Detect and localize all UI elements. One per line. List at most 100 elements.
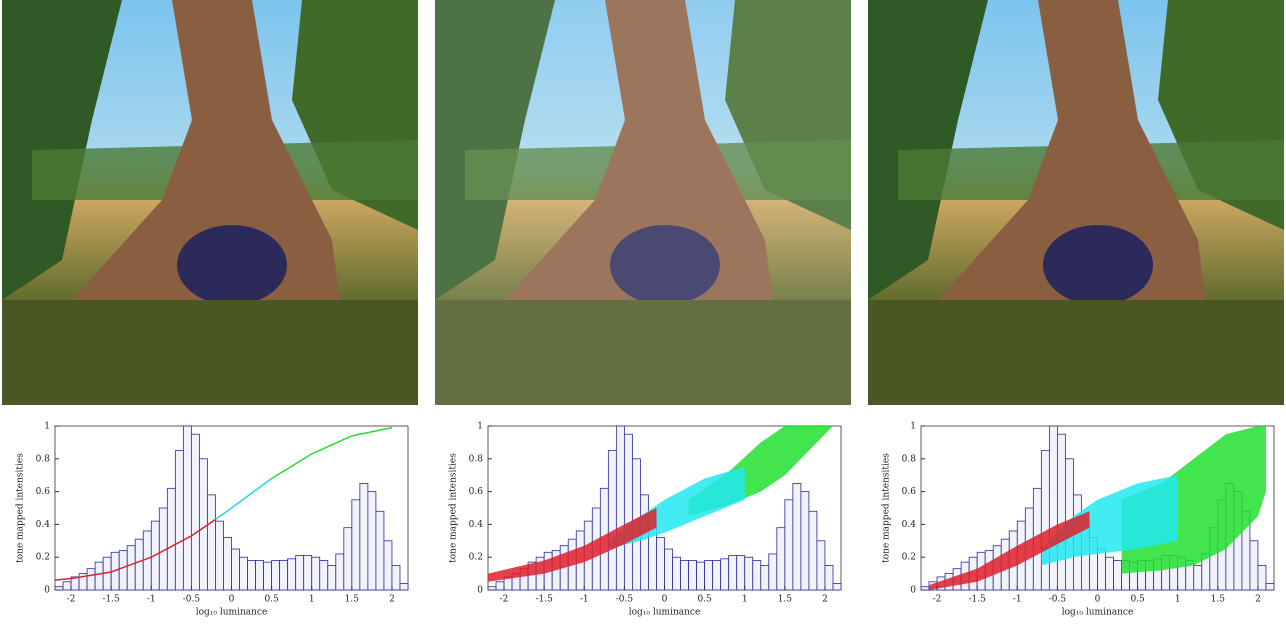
tone-curve [215, 478, 271, 519]
histogram-bar [809, 511, 817, 590]
histogram-bar [304, 556, 312, 590]
x-tick-label: 1 [742, 595, 748, 605]
x-tick-label: 1.5 [345, 595, 360, 605]
histogram-bar [248, 560, 256, 590]
photo-local [868, 0, 1284, 405]
histogram-bar [240, 557, 248, 590]
histogram-bar [697, 562, 705, 590]
y-axis-label: tone mapped intensities [16, 453, 26, 563]
histogram-bar [777, 528, 785, 590]
x-tick-label: 0 [229, 595, 235, 605]
y-tick-label: 0 [477, 586, 483, 596]
histogram-bar [793, 483, 801, 590]
histogram-bar [624, 434, 632, 590]
histogram-bar [119, 551, 127, 590]
histogram-bar [127, 546, 135, 590]
x-tick-label: 2 [389, 595, 395, 605]
y-tick-label: 0.6 [36, 487, 51, 497]
y-tick-label: 0.2 [902, 553, 916, 563]
histogram-bar [705, 560, 713, 590]
histogram-bar [616, 426, 624, 590]
chart: -2-1.5-1-0.500.511.5200.20.40.60.81log₁₀… [882, 422, 1275, 618]
chart: -2-1.5-1-0.500.511.5200.20.40.60.81log₁₀… [16, 422, 409, 618]
y-tick-label: 0.2 [36, 553, 50, 563]
histogram-bar [376, 511, 384, 590]
histogram-bar [673, 557, 681, 590]
x-axis-label: log₁₀ luminance [196, 608, 268, 618]
histogram-bar [360, 483, 368, 590]
y-tick-label: 0.8 [902, 454, 917, 464]
y-tick-label: 0.6 [469, 487, 484, 497]
y-tick-label: 1 [910, 422, 916, 432]
histogram-bar [665, 549, 673, 590]
x-axis-label: log₁₀ luminance [1062, 608, 1134, 618]
histogram-bar [496, 582, 504, 590]
histogram-bar [729, 556, 737, 590]
histogram-bar [288, 559, 296, 590]
tone-curve [272, 428, 392, 479]
histogram-bar [1258, 565, 1266, 590]
x-tick-label: 0.5 [1130, 595, 1145, 605]
histogram-bar [769, 554, 777, 590]
histogram-bar [191, 434, 199, 590]
histogram-bar [1194, 565, 1202, 590]
x-tick-label: 0 [662, 595, 668, 605]
x-tick-label: 1 [309, 595, 315, 605]
histogram-bar [761, 565, 769, 590]
histogram-bar [199, 459, 207, 590]
y-tick-label: 0.2 [469, 553, 483, 563]
histogram-bar [608, 451, 616, 590]
histogram-bar [256, 560, 264, 590]
x-tick-label: -2 [933, 595, 942, 605]
histogram-bar [1057, 434, 1065, 590]
y-tick-label: 1 [477, 422, 483, 432]
histogram-bar [801, 492, 809, 590]
y-tick-label: 0.4 [469, 520, 484, 530]
histogram-bar [817, 541, 825, 590]
y-tick-label: 0 [910, 586, 916, 596]
x-tick-label: 1.5 [1211, 595, 1226, 605]
y-tick-label: 0.4 [902, 520, 917, 530]
histogram-bar [320, 560, 328, 590]
x-tick-label: -1 [147, 595, 156, 605]
histogram-bar [352, 500, 360, 590]
x-tick-label: -2 [500, 595, 509, 605]
histogram-bar [1266, 583, 1274, 590]
x-tick-label: 0.5 [264, 595, 279, 605]
histogram-bar [1114, 560, 1122, 590]
y-tick-label: 0.6 [902, 487, 917, 497]
y-tick-label: 0.8 [36, 454, 51, 464]
y-axis-label: tone mapped intensities [882, 453, 892, 563]
histogram-bar [721, 559, 729, 590]
x-tick-label: 1 [1175, 595, 1181, 605]
histogram-bar [384, 541, 392, 590]
histogram-bar [400, 583, 408, 590]
histogram-bar [312, 557, 320, 590]
histogram-bar [95, 562, 103, 590]
histogram-bar [737, 556, 745, 590]
histogram-bar [825, 565, 833, 590]
y-tick-label: 0 [44, 586, 50, 596]
histogram-bar [689, 560, 697, 590]
figure: -2 -1.5 -1 -0.5 0 0.5 1 1.5 2 0 0.2 0.4 0.6 0.8 1 log₁₀… [0, 0, 1286, 624]
x-tick-label: -0.5 [1049, 595, 1067, 605]
y-tick-label: 0.8 [469, 454, 484, 464]
x-tick-label: -0.5 [616, 595, 634, 605]
y-axis-label: tone mapped intensities [449, 453, 459, 563]
histogram-bar [280, 560, 288, 590]
histogram-bar [336, 554, 344, 590]
histogram-bar [656, 538, 664, 590]
histogram-bar [328, 565, 336, 590]
histogram-bar [63, 582, 71, 590]
histogram-bar [296, 556, 304, 590]
y-tick-label: 1 [44, 422, 50, 432]
x-tick-label: -1.5 [102, 595, 120, 605]
histogram-bar [1250, 541, 1258, 590]
histogram-bar [745, 557, 753, 590]
photo-original [2, 0, 418, 405]
y-tick-label: 0.4 [36, 520, 51, 530]
histogram-bar [640, 495, 648, 590]
histogram-bar [215, 521, 223, 590]
x-tick-label: -1.5 [968, 595, 986, 605]
